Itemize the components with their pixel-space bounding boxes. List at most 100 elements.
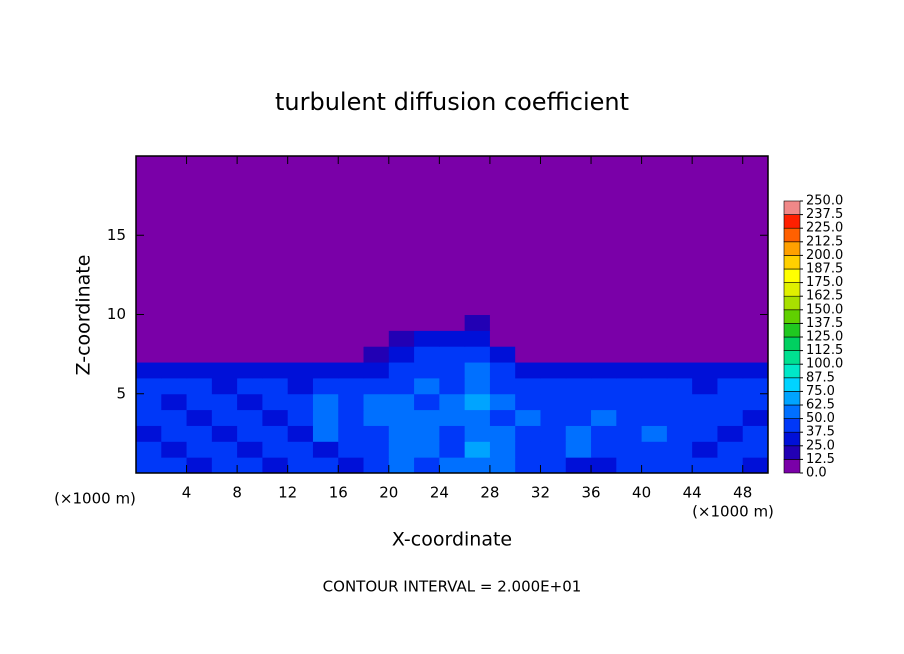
field-cell	[287, 425, 314, 442]
field-cell	[641, 441, 668, 458]
field-cell	[186, 409, 213, 426]
field-cell	[464, 393, 491, 411]
field-cell	[287, 346, 314, 363]
field-cell	[388, 314, 415, 331]
x-unit: (×1000 m)	[692, 503, 774, 521]
field-cell	[363, 425, 390, 442]
field-cell	[540, 314, 567, 331]
field-cell	[717, 425, 744, 442]
field-cell	[186, 393, 213, 411]
field-cell	[211, 330, 238, 347]
field-cell	[464, 441, 491, 458]
field-cell	[692, 425, 718, 442]
field-cell	[616, 377, 643, 395]
field-cell	[211, 393, 238, 411]
field-cell	[237, 409, 263, 426]
field-cell	[186, 377, 213, 395]
field-cell	[666, 393, 693, 411]
field-cell	[666, 156, 693, 315]
field-cell	[641, 362, 668, 379]
field-cell	[287, 156, 314, 315]
colorbar-swatch	[783, 255, 801, 270]
colorbar-swatch	[783, 214, 801, 229]
y-tick-label: 15	[107, 226, 126, 244]
colorbar-label: 37.5	[806, 425, 835, 440]
field-cell	[338, 393, 365, 411]
field-cell	[136, 314, 162, 331]
field-cell	[717, 156, 744, 315]
field-cell	[136, 346, 162, 363]
field-cell	[338, 156, 365, 315]
colorbar-swatch	[783, 404, 801, 419]
colorbar-swatch	[783, 377, 801, 392]
field-cell	[666, 377, 693, 395]
colorbar-label: 100.0	[806, 357, 843, 372]
field-cell	[439, 362, 466, 379]
field-cell	[540, 425, 567, 442]
field-cell	[136, 362, 162, 379]
field-cell	[616, 393, 643, 411]
colorbar-label: 250.0	[806, 194, 843, 209]
colorbar-label: 225.0	[806, 221, 843, 236]
field-cell	[312, 425, 339, 442]
x-axis-label: X-coordinate	[392, 529, 512, 551]
field-cell	[641, 156, 668, 315]
field-cell	[692, 330, 718, 347]
field-cell	[641, 393, 668, 411]
field-cell	[338, 441, 365, 458]
field-cell	[565, 409, 592, 426]
colorbar-swatch	[783, 268, 801, 283]
colorbar-swatch	[783, 323, 801, 338]
field-cell	[742, 330, 769, 347]
x-tick-label: 12	[278, 484, 297, 502]
colorbar-swatch	[783, 445, 801, 460]
field-cell	[186, 314, 213, 331]
field-cell	[312, 156, 339, 315]
footnote: CONTOUR INTERVAL = 2.000E+01	[323, 578, 582, 596]
field-cell	[641, 457, 668, 474]
field-cell	[489, 441, 516, 458]
colorbar-label: 112.5	[806, 343, 843, 358]
field-cell	[515, 457, 541, 474]
field-cell	[692, 314, 718, 331]
field-cell	[287, 330, 314, 347]
field-cell	[565, 377, 592, 395]
x-tick-label: 28	[480, 484, 499, 502]
field-cell	[363, 441, 390, 458]
field-cell	[237, 425, 263, 442]
field-cell	[312, 393, 339, 411]
field-cell	[186, 362, 213, 379]
field-cell	[211, 314, 238, 331]
field-cell	[591, 346, 617, 363]
field-cell	[641, 314, 668, 331]
x-tick-label: 40	[632, 484, 651, 502]
field-cell	[312, 457, 339, 474]
field-cell	[363, 314, 390, 331]
field-cell	[489, 330, 516, 347]
field-cell	[237, 314, 263, 331]
colorbar-swatch	[783, 309, 801, 324]
colorbar-label: 87.5	[806, 370, 835, 385]
field-cell	[262, 330, 289, 347]
field-cell	[565, 457, 592, 474]
field-cell	[515, 393, 541, 411]
field-cell	[363, 156, 390, 315]
field-cell	[388, 457, 415, 474]
field-cell	[439, 441, 466, 458]
field-cell	[338, 425, 365, 442]
field-cell	[211, 377, 238, 395]
field-cell	[262, 441, 289, 458]
field-cell	[666, 457, 693, 474]
field-cell	[565, 156, 592, 315]
colorbar-swatch	[783, 336, 801, 351]
field-cell	[237, 346, 263, 363]
x-tick-label: 4	[182, 484, 192, 502]
field-cell	[161, 441, 188, 458]
field-cell	[439, 156, 466, 315]
field-cell	[540, 377, 567, 395]
field-cell	[262, 346, 289, 363]
field-cell	[692, 156, 718, 315]
field-cell	[464, 377, 491, 395]
field-cell	[136, 330, 162, 347]
field-cell	[515, 314, 541, 331]
